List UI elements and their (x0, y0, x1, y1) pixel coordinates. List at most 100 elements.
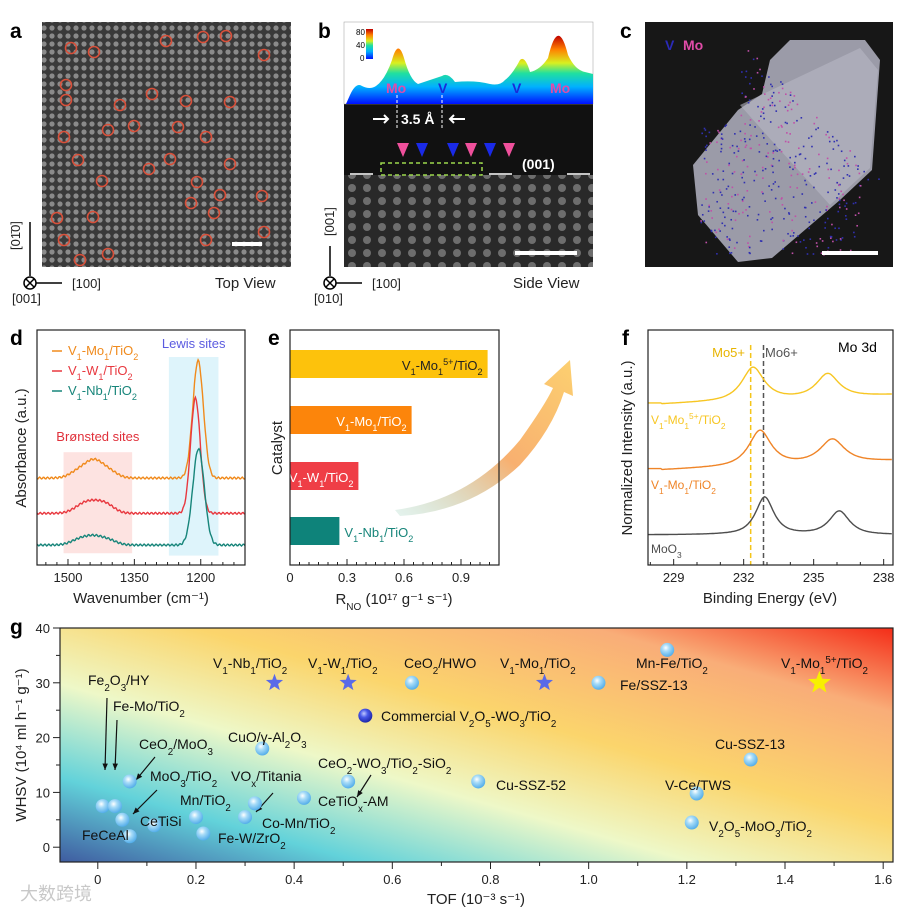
element-dot (738, 212, 740, 215)
x-axis-label: RNO (10¹⁷ g⁻¹ s⁻¹) (335, 591, 452, 613)
atom-markers (397, 143, 515, 157)
text-run: Co-Mn/TiO (262, 815, 330, 831)
text-run: /TiO (525, 708, 551, 724)
element-dot (801, 193, 804, 195)
element-dot (789, 186, 792, 188)
element-dot (747, 50, 750, 52)
element-dot (836, 139, 838, 142)
text-run: /TiO (324, 470, 348, 485)
element-dot (813, 186, 815, 189)
element-dot (770, 164, 773, 167)
element-dot (778, 159, 780, 162)
element-dot (854, 201, 857, 204)
atom-marker-circle (101, 247, 115, 261)
element-dot (811, 145, 813, 148)
element-dot (761, 166, 764, 169)
legend-v: V (665, 37, 675, 53)
bar-label: V1-Mo15+/TiO2 (402, 357, 483, 377)
element-dot (753, 88, 755, 90)
series-line (36, 358, 246, 480)
element-dot (740, 173, 743, 175)
point-label: CuO/γ-Al2O3 (228, 729, 307, 751)
element-dot (733, 247, 736, 249)
text-run: -Mo (796, 655, 820, 671)
element-dot (705, 135, 707, 138)
series-line (36, 395, 246, 516)
element-dot (867, 178, 870, 181)
data-point-sphere (660, 642, 675, 657)
element-dot (838, 184, 841, 187)
bar-label: V1-W1/TiO2 (289, 470, 354, 489)
element-dot (855, 164, 857, 167)
element-dot (777, 185, 780, 188)
element-dot (717, 178, 719, 181)
element-dot (796, 173, 799, 176)
text-run: V (402, 358, 411, 373)
data-point-sphere (591, 675, 606, 690)
element-dot (726, 238, 729, 241)
region-bronsted (63, 452, 133, 554)
superscript: 5+ (825, 655, 836, 666)
element-dot (827, 217, 829, 220)
element-dot (830, 237, 832, 239)
point-label: MoO3/TiO2 (150, 768, 217, 790)
subscript: 2 (711, 486, 716, 496)
element-dot (806, 253, 809, 255)
element-dot (710, 229, 713, 232)
data-point-sphere (122, 829, 137, 844)
element-dot (729, 146, 731, 149)
subscript: 1 (77, 392, 82, 402)
x-tick-label: 232 (733, 570, 755, 585)
element-dot (763, 86, 765, 88)
axis-out-label: [001] (12, 291, 41, 306)
x-axis-label-main: R (335, 591, 346, 608)
element-dot (784, 93, 787, 96)
element-dot (781, 126, 783, 128)
atom-marker-circle (196, 30, 210, 44)
element-dot (761, 75, 763, 77)
panel-b: b 80 40 0 Mo V V Mo 3.5 Å (001) [001] [1… (314, 20, 594, 306)
text-run: /TiO (256, 655, 282, 671)
subscript: 1 (222, 666, 227, 677)
element-dot (796, 103, 799, 106)
element-dot (737, 150, 740, 152)
text-run: V (289, 470, 298, 485)
atom-marker-circle (199, 130, 213, 144)
element-dot (760, 115, 762, 118)
element-dot (763, 117, 765, 120)
element-dot (758, 144, 761, 146)
data-point-star (265, 673, 284, 691)
x-tick-label: 1.4 (776, 872, 794, 887)
element-dot (705, 198, 707, 200)
series-line (648, 366, 892, 405)
element-dot (857, 165, 859, 167)
element-dot (708, 206, 710, 208)
element-dot (813, 122, 816, 125)
element-dot (829, 235, 832, 238)
element-dot (853, 235, 856, 238)
text-run: Commercial V (381, 708, 470, 724)
element-dot (783, 217, 785, 220)
element-dot (790, 108, 793, 111)
element-dot (769, 104, 772, 107)
text-run: -Mo (664, 478, 685, 492)
subscript: 1 (438, 367, 443, 377)
element-dot (717, 168, 719, 171)
element-dot (820, 252, 823, 255)
element-dot (749, 124, 751, 126)
element-dot (741, 176, 743, 179)
element-dot (837, 193, 840, 195)
element-dot (763, 106, 765, 109)
element-dot (844, 215, 847, 217)
element-dot (843, 165, 845, 167)
x-tick-label: 0 (94, 872, 101, 887)
bar-label: V1-Nb1/TiO2 (344, 525, 413, 544)
chart-title: Mo 3d (838, 339, 877, 355)
text-run: -WO (352, 755, 381, 771)
text-run: V (651, 413, 659, 427)
element-dot (711, 173, 714, 175)
element-dot (794, 215, 797, 218)
element-dot (715, 231, 718, 234)
element-dot (792, 232, 795, 234)
x-axis-label-sub: NO (346, 602, 361, 613)
